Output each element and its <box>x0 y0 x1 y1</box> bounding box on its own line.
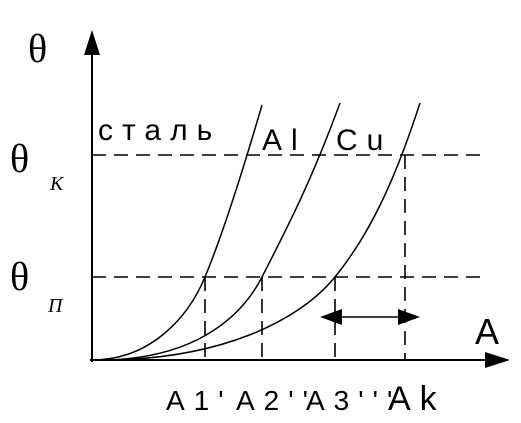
y-label: θ <box>28 26 47 71</box>
y-arrow <box>84 30 100 55</box>
level-symbol: θ <box>10 254 29 299</box>
level-subscript: П <box>47 295 64 317</box>
x-tick-label: A1' <box>166 385 233 416</box>
curve-cu <box>91 102 421 361</box>
x-tick-label: A3''' <box>306 385 401 416</box>
level-subscript: К <box>49 173 65 195</box>
level-symbol: θ <box>10 136 29 181</box>
x-arrow <box>485 352 510 368</box>
curve-label: сталь <box>98 114 221 147</box>
arrow-head <box>320 309 342 325</box>
curve-label: Al <box>262 124 307 157</box>
x-tick-label: A2'' <box>236 385 317 416</box>
x-label: A <box>475 311 499 352</box>
curve-al <box>91 102 341 361</box>
curve-steel <box>91 104 263 361</box>
curve-label: Cu <box>336 124 392 157</box>
x-tick-label: Ak <box>388 380 446 418</box>
arrow-head <box>398 309 420 325</box>
